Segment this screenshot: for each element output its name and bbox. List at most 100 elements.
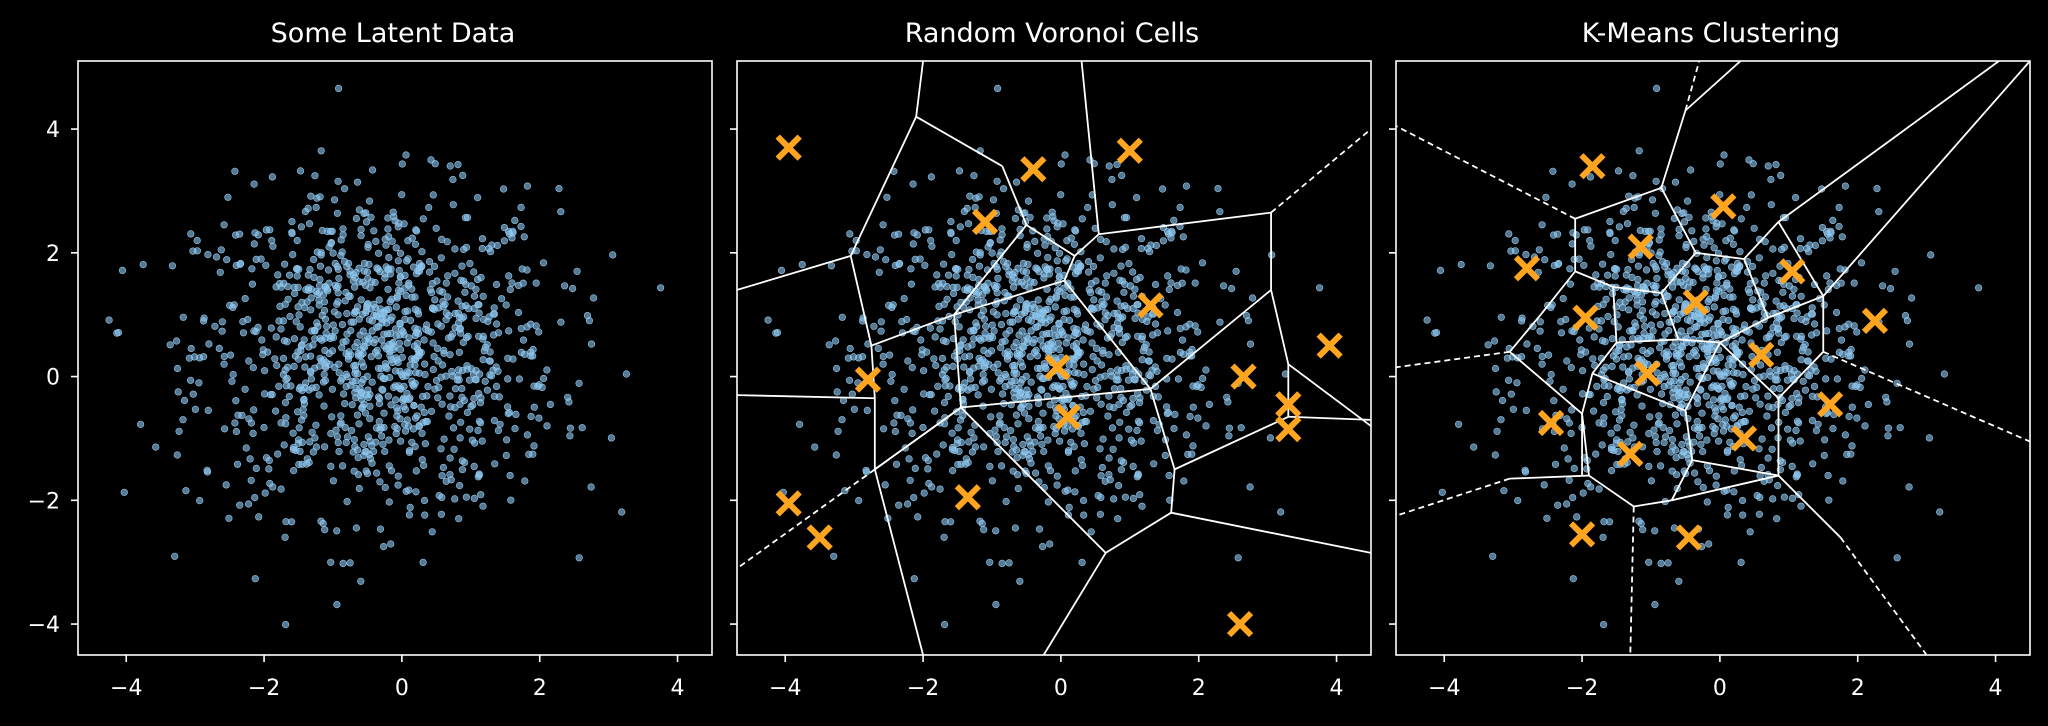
data-point [1105, 454, 1113, 462]
data-point [1778, 458, 1787, 467]
data-point [1065, 503, 1073, 512]
data-point [330, 308, 339, 316]
data-point [1773, 515, 1781, 523]
data-point [396, 367, 404, 376]
data-point [268, 391, 276, 399]
data-point [1719, 405, 1727, 414]
data-point [1608, 335, 1616, 343]
data-point [331, 281, 340, 290]
data-point [362, 218, 371, 226]
data-point [838, 313, 846, 321]
data-point [491, 460, 499, 468]
data-point [512, 410, 520, 419]
data-point [415, 369, 423, 377]
data-point [1675, 232, 1683, 240]
data-point [1853, 414, 1861, 422]
data-point [1729, 240, 1737, 248]
data-point [1032, 323, 1040, 331]
data-point [1060, 308, 1068, 316]
data-point [1192, 382, 1201, 391]
data-point [274, 450, 282, 458]
data-point [398, 191, 406, 199]
data-point [1083, 383, 1091, 391]
voronoi-edge [953, 314, 962, 408]
data-point [798, 261, 806, 269]
data-point [396, 385, 404, 393]
data-point [913, 231, 921, 239]
data-point [1064, 334, 1072, 342]
data-point [1808, 417, 1816, 425]
data-point [1492, 388, 1500, 396]
voronoi-edge [1822, 61, 2030, 297]
cluster-centers [1513, 153, 1889, 551]
data-point [1629, 434, 1637, 442]
data-point [1099, 435, 1107, 443]
data-point [520, 233, 528, 241]
data-point [939, 441, 947, 449]
data-point [373, 469, 381, 477]
data-point [1086, 289, 1095, 297]
data-point [1651, 600, 1659, 609]
data-point [472, 376, 480, 384]
data-point [1225, 424, 1233, 432]
data-point [539, 259, 548, 267]
cluster-center-marker [854, 366, 882, 393]
data-point [1522, 251, 1530, 259]
data-point [360, 440, 368, 449]
voronoi-edge [849, 255, 873, 346]
data-point [1639, 526, 1647, 534]
data-point [1114, 482, 1123, 490]
data-point [355, 315, 363, 323]
data-point [357, 225, 365, 233]
data-point [1712, 481, 1720, 489]
data-point [1598, 441, 1606, 449]
data-point [1073, 325, 1081, 333]
data-point [1014, 420, 1022, 428]
data-point [535, 328, 543, 336]
data-point [998, 338, 1006, 346]
data-point [1491, 364, 1500, 373]
data-point [341, 297, 349, 305]
voronoi-edge [1684, 342, 1721, 412]
data-point [533, 382, 542, 391]
data-point [1161, 451, 1169, 460]
data-point [892, 460, 901, 468]
data-point [282, 382, 290, 390]
data-point [1136, 273, 1144, 282]
data-point [1661, 433, 1670, 441]
data-point [295, 311, 303, 319]
data-point [1202, 422, 1210, 430]
data-point [1615, 342, 1623, 350]
data-point [434, 357, 442, 365]
data-point [949, 283, 957, 292]
data-point [137, 420, 145, 428]
data-point [204, 406, 212, 415]
data-point [333, 527, 341, 535]
data-point [1709, 325, 1718, 333]
data-point [1054, 266, 1062, 275]
data-point [1088, 366, 1096, 374]
x-tick-labels: −4 −2 0 2 4 [769, 676, 1344, 701]
data-point [1569, 494, 1577, 502]
data-point [321, 443, 329, 451]
data-point [339, 462, 347, 470]
data-point [1664, 292, 1672, 301]
data-point [326, 334, 334, 343]
cluster-center-marker [1275, 416, 1302, 443]
data-point [347, 381, 355, 389]
data-point [228, 377, 236, 385]
y-tick-label: 2 [46, 242, 60, 267]
data-point [1104, 312, 1112, 320]
axis-ticks [71, 128, 679, 662]
data-point [1773, 348, 1781, 356]
data-point [392, 354, 400, 362]
data-point [1033, 352, 1041, 360]
data-point [1812, 427, 1820, 435]
data-point [1134, 470, 1142, 478]
data-point [1137, 437, 1145, 445]
data-point [1517, 353, 1526, 361]
data-point [290, 335, 299, 343]
data-point [1739, 511, 1747, 519]
data-point [1589, 407, 1598, 415]
data-point [433, 344, 442, 353]
